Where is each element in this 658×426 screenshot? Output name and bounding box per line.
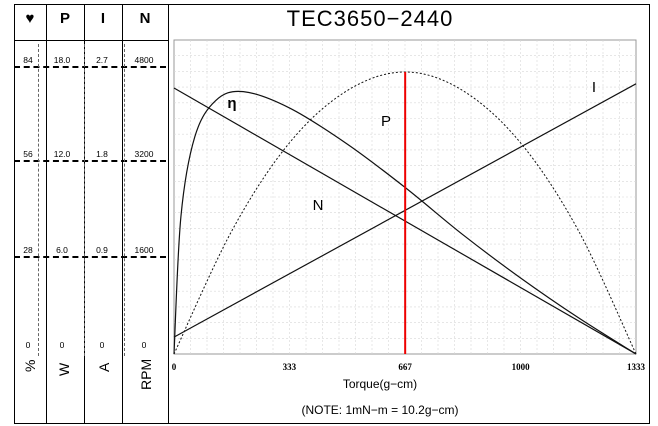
y-tick-label: 1600 xyxy=(134,245,154,255)
y-tick-label: 3200 xyxy=(134,149,154,159)
table-divider xyxy=(46,4,47,424)
x-tick-label: 333 xyxy=(283,362,297,372)
x-tick-label: 667 xyxy=(398,362,412,372)
chart-frame xyxy=(14,4,650,424)
y-tick-label: 18.0 xyxy=(53,55,71,65)
unit-note: (NOTE: 1mN−m = 10.2g−cm) xyxy=(301,403,459,417)
scale-divider xyxy=(14,160,166,162)
y-tick-label: 12.0 xyxy=(53,149,71,159)
x-axis-label: Torque(g−cm) xyxy=(342,377,418,391)
series-label: P xyxy=(381,113,391,130)
x-tick-label: 1333 xyxy=(627,362,646,372)
series-label: N xyxy=(313,197,324,214)
y-tick-label: 4800 xyxy=(134,55,154,65)
y-tick-label: 84 xyxy=(23,55,33,65)
column-header-speed: N xyxy=(139,10,151,27)
x-tick-label: 0 xyxy=(172,362,177,372)
column-dash xyxy=(124,44,125,356)
table-divider xyxy=(122,4,123,424)
y-tick-label: 1.8 xyxy=(96,149,108,159)
y-tick-label: 28 xyxy=(23,245,33,255)
y-tick-label: 6.0 xyxy=(56,245,68,255)
column-header-current: I xyxy=(100,10,106,27)
x-tick-label: 1000 xyxy=(512,362,531,372)
y-tick-label: 2.7 xyxy=(96,55,108,65)
scale-divider xyxy=(14,256,166,258)
series-label: η xyxy=(227,95,236,112)
chart-title: TEC3650−2440 xyxy=(286,6,454,31)
y-tick-label: 56 xyxy=(23,149,33,159)
y-tick-label: 0 xyxy=(59,340,65,350)
table-divider xyxy=(168,4,169,424)
y-tick-label: 0 xyxy=(99,340,105,350)
column-header-efficiency: ♥ xyxy=(25,10,35,27)
column-dash xyxy=(84,44,85,356)
series-line-efficiency xyxy=(173,90,637,355)
header-divider xyxy=(14,40,168,41)
y-tick-label: 0.9 xyxy=(96,245,108,255)
y-tick-label: 0 xyxy=(25,340,31,350)
series-label: I xyxy=(592,79,596,96)
y-tick-label: 0 xyxy=(141,340,147,350)
column-header-power: P xyxy=(59,10,70,27)
column-dash xyxy=(38,44,39,356)
scale-divider xyxy=(14,66,166,68)
